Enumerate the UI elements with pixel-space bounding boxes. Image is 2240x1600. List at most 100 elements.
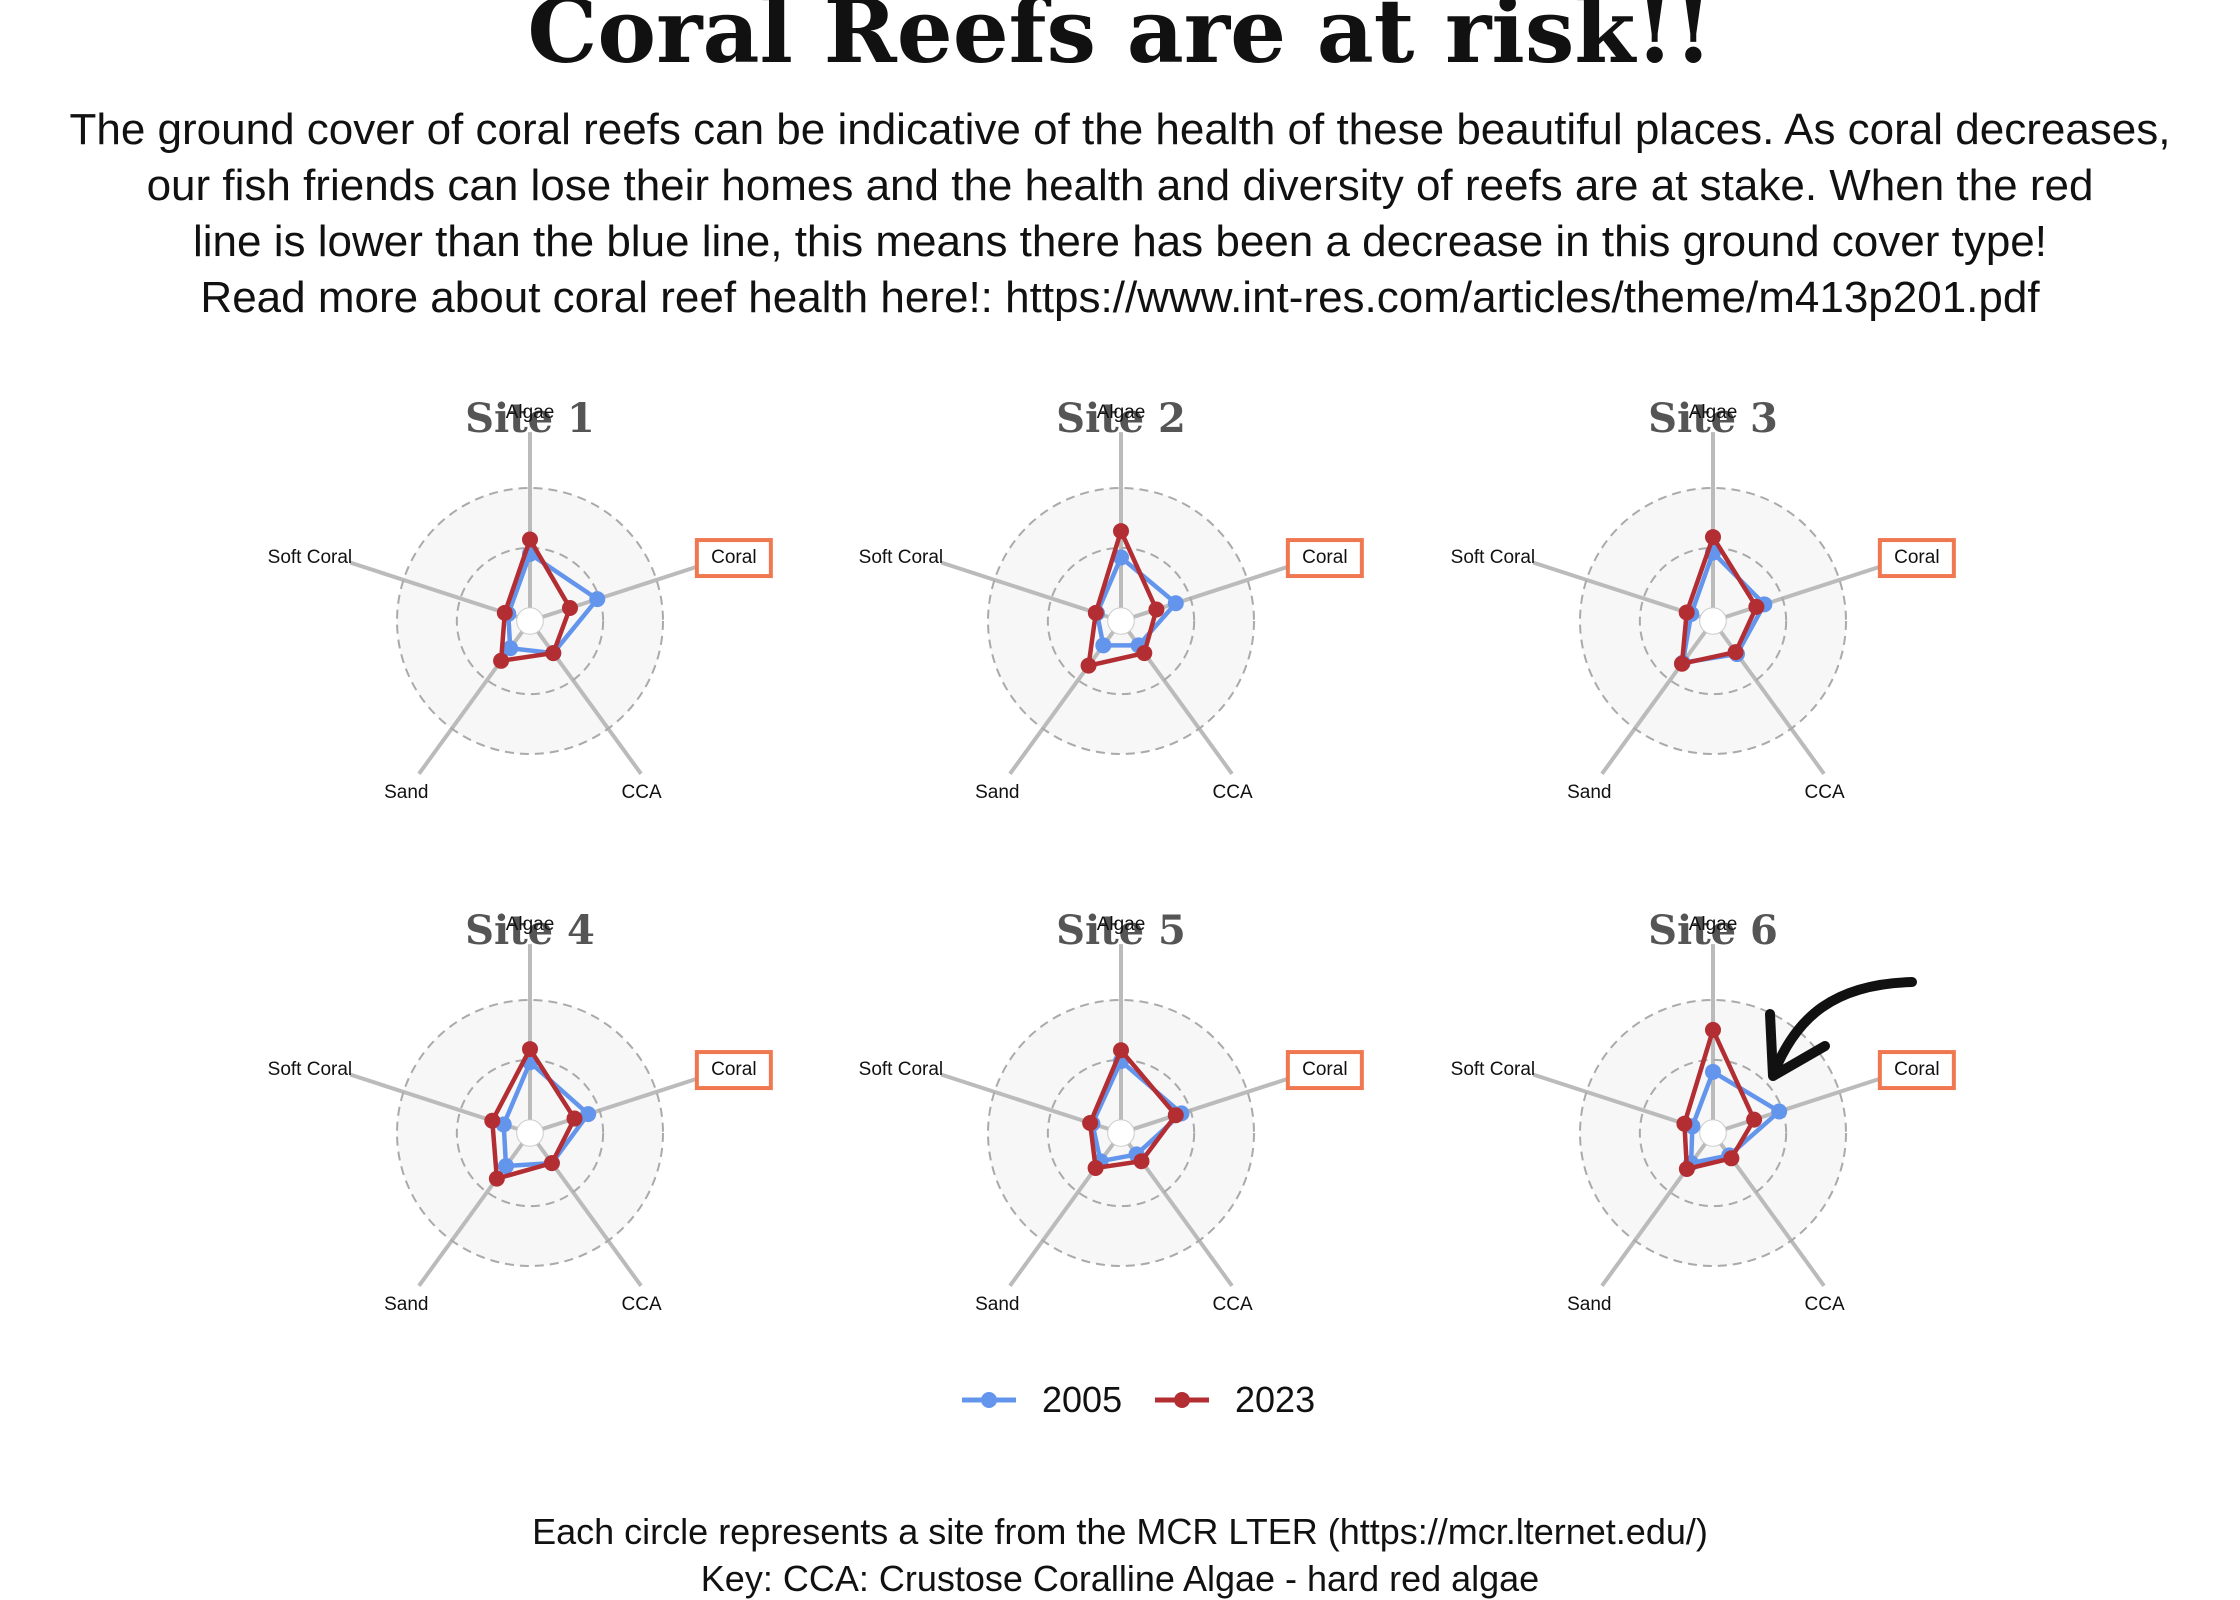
data-point-2023 — [543, 1155, 560, 1172]
grid-circle — [455, 1058, 605, 1208]
data-point-2023 — [1676, 1115, 1693, 1132]
data-point-2023 — [566, 1110, 583, 1127]
series-line-2023 — [1086, 528, 1159, 668]
data-point-2023 — [561, 600, 578, 617]
center-hole — [1107, 1119, 1135, 1147]
data-point-2023 — [522, 531, 538, 548]
data-point-2023 — [1746, 1111, 1763, 1128]
center-hole — [1699, 1119, 1727, 1147]
arrow-head — [1765, 1009, 1830, 1081]
data-point-2023 — [1113, 1042, 1129, 1059]
axis-label: Algae — [506, 402, 555, 423]
series-line-2023 — [1682, 1027, 1757, 1172]
spoke-cca — [1719, 1142, 1826, 1287]
grid-circle — [1579, 999, 1847, 1267]
axis-label: Coral — [1302, 547, 1347, 568]
series-line-2005 — [1090, 1058, 1184, 1164]
data-point-2023 — [1723, 1150, 1740, 1167]
axis-label: Algae — [1689, 402, 1738, 423]
legend: 2005 2023 — [962, 1379, 1315, 1420]
series-line-2023 — [498, 537, 573, 664]
data-point-2005 — [502, 640, 519, 657]
grid-circle — [1579, 487, 1847, 755]
description-line: our fish friends can lose their homes an… — [147, 161, 2094, 210]
axis-label: Algae — [1689, 914, 1738, 935]
axis-label: Soft Coral — [859, 1059, 943, 1080]
coral-highlight-box — [1285, 538, 1364, 579]
axis-label: Soft Coral — [268, 1059, 352, 1080]
data-point-2023 — [1673, 655, 1690, 672]
data-point-2005 — [580, 1106, 597, 1123]
coral-highlight-box — [694, 538, 773, 579]
axis-label: Soft Coral — [1451, 1059, 1535, 1080]
data-point-2023 — [1705, 529, 1721, 546]
data-point-2005 — [1771, 1103, 1788, 1120]
data-point-2023 — [1727, 644, 1744, 661]
footer-line: Each circle represents a site from the M… — [532, 1511, 1708, 1552]
data-point-2023 — [545, 645, 562, 662]
axis-label: Coral — [1894, 1059, 1939, 1080]
spoke-soft-coral — [940, 1072, 1109, 1131]
axis-label: Algae — [1097, 914, 1146, 935]
legend-label: 2005 — [1042, 1379, 1122, 1420]
data-point-2023 — [1082, 1114, 1099, 1131]
axis-label: CCA — [1805, 782, 1845, 803]
grid-circle — [1638, 1058, 1788, 1208]
axis-label: Soft Coral — [859, 547, 943, 568]
axis-label: CCA — [1213, 1294, 1253, 1315]
grid-circle — [1046, 1058, 1196, 1208]
series-line-2005 — [501, 1059, 591, 1169]
footer-line: Key: CCA: Crustose Coralline Algae - har… — [701, 1558, 1539, 1599]
grid-circle — [1046, 546, 1196, 696]
axis-label: Coral — [711, 1059, 756, 1080]
grid-circle — [987, 999, 1255, 1267]
legend-label: 2023 — [1235, 1379, 1315, 1420]
spoke-soft-coral — [940, 560, 1109, 619]
axis-label: Coral — [1302, 1059, 1347, 1080]
data-point-2005 — [1167, 595, 1184, 612]
axis-label: Soft Coral — [1451, 547, 1535, 568]
axis-label: Sand — [1567, 1294, 1611, 1315]
spoke-sand — [1008, 630, 1115, 775]
data-point-2023 — [1080, 657, 1097, 674]
data-point-2023 — [1678, 604, 1695, 621]
coral-highlight-box — [1877, 1050, 1956, 1091]
data-point-2023 — [1748, 598, 1765, 615]
spoke-soft-coral — [1532, 1072, 1701, 1131]
data-point-2023 — [1133, 1153, 1150, 1170]
axis-label: Sand — [384, 1294, 428, 1315]
axis-label: CCA — [1805, 1294, 1845, 1315]
footer: Each circle represents a site from the M… — [532, 1511, 1708, 1599]
coral-highlight-box — [694, 1050, 773, 1091]
center-hole — [1107, 607, 1135, 635]
annotation-arrow — [1765, 977, 1917, 1081]
axis-label: Sand — [975, 782, 1019, 803]
series-line-2023 — [490, 1046, 577, 1181]
description-line: The ground cover of coral reefs can be i… — [69, 105, 2170, 154]
spoke-soft-coral — [1532, 560, 1701, 619]
legend-marker-2023 — [1174, 1392, 1190, 1408]
axis-label: Coral — [1894, 547, 1939, 568]
spoke-sand — [1600, 630, 1707, 775]
page-title: Coral Reefs are at risk!! — [527, 0, 1712, 83]
data-point-2023 — [1087, 604, 1104, 621]
axis-label: CCA — [1213, 782, 1253, 803]
axis-label: CCA — [622, 782, 662, 803]
description-line: line is lower than the blue line, this m… — [193, 217, 2047, 266]
data-point-2005 — [1113, 549, 1129, 566]
series-line-2005 — [1688, 1069, 1782, 1166]
data-point-2023 — [1678, 1160, 1695, 1177]
axis-label: Soft Coral — [268, 547, 352, 568]
data-point-2023 — [493, 652, 510, 669]
axis-label: Sand — [1567, 782, 1611, 803]
data-point-2023 — [488, 1170, 505, 1187]
grid-circle — [987, 487, 1255, 755]
series-line-2023 — [1679, 534, 1759, 666]
spoke-soft-coral — [349, 560, 518, 619]
